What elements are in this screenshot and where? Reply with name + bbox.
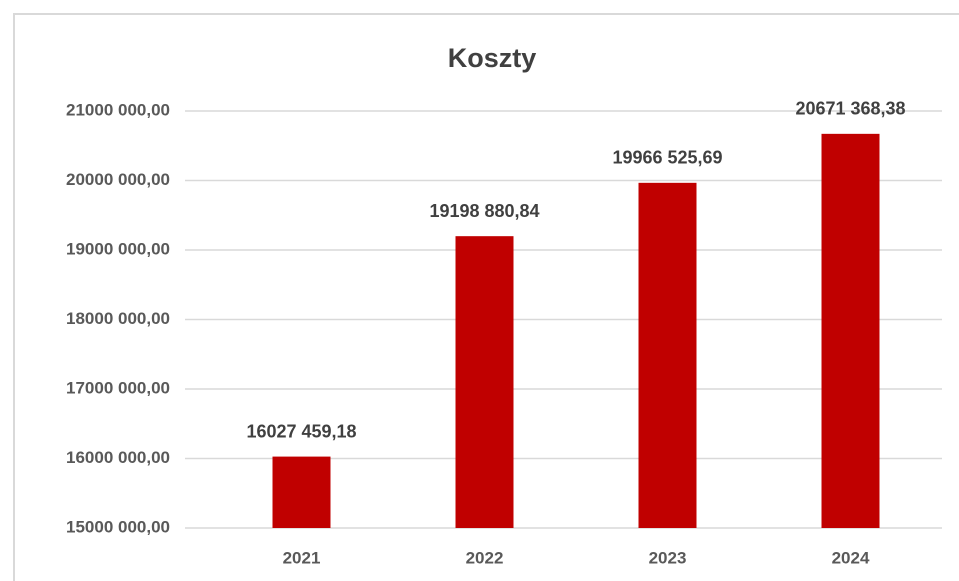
data-label: 16027 459,18 [246,421,356,441]
bar [821,133,880,528]
y-tick-label: 18000 000,00 [66,309,170,328]
chart-frame [13,13,959,581]
data-label: 20671 368,38 [795,99,905,119]
bar [272,456,331,528]
x-tick-label: 2022 [466,548,504,567]
y-tick-label: 20000 000,00 [66,170,170,189]
bar [455,236,514,528]
y-tick-label: 15000 000,00 [66,517,170,536]
y-tick-label: 19000 000,00 [66,239,170,258]
x-tick-label: 2021 [283,548,321,567]
chart-title: Koszty [448,43,537,73]
data-label: 19198 880,84 [429,201,539,221]
y-tick-label: 16000 000,00 [66,448,170,467]
y-tick-label: 21000 000,00 [66,100,170,119]
data-label: 19966 525,69 [612,148,722,168]
x-tick-label: 2023 [649,548,687,567]
y-tick-label: 17000 000,00 [66,378,170,397]
bar [638,182,697,528]
x-tick-label: 2024 [832,548,870,567]
